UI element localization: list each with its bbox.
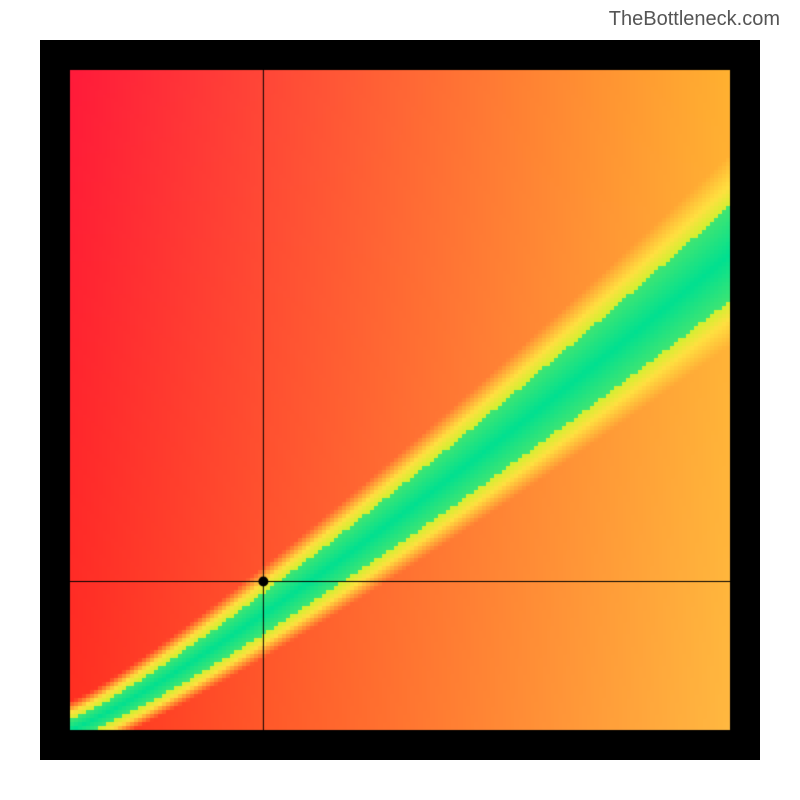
- watermark-text: TheBottleneck.com: [609, 8, 780, 31]
- heatmap-canvas: [40, 40, 760, 760]
- chart-area: [40, 40, 760, 760]
